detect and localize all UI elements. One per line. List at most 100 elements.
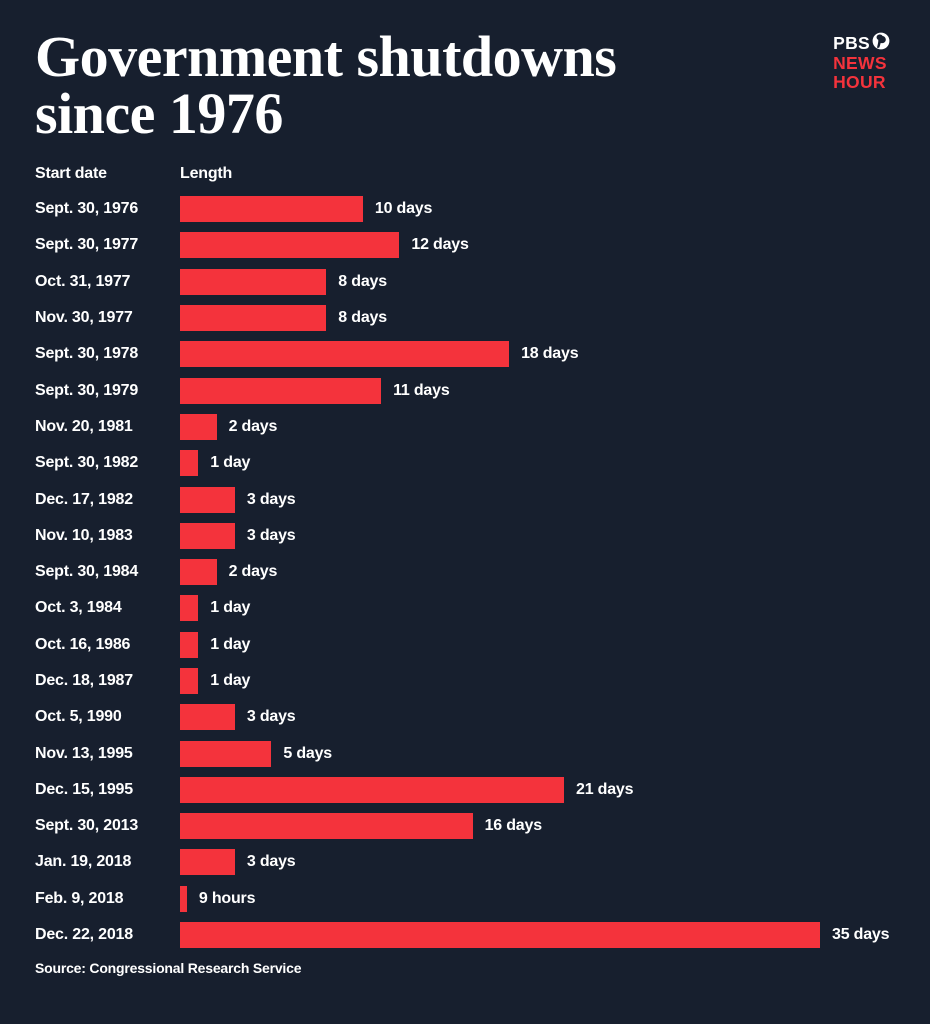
length-bar: [180, 704, 235, 731]
bar-wrap: 10 days: [180, 196, 895, 223]
start-date-label: Sept. 30, 2013: [35, 817, 139, 835]
logo-line-pbs: PBS: [833, 32, 890, 54]
length-value-label: 10 days: [374, 200, 433, 218]
length-column-header: Length: [180, 165, 233, 182]
bar-wrap: 1 day: [180, 450, 895, 477]
source-note: Source: Congressional Research Service: [35, 960, 302, 977]
shutdown-row: Nov. 13, 1995 5 days: [35, 735, 895, 771]
shutdown-row: Nov. 10, 1983 3 days: [35, 518, 895, 554]
header: Government shutdowns since 1976 PBS NEWS…: [35, 24, 895, 146]
start-date-column-header: Start date: [35, 165, 107, 182]
length-bar: [180, 776, 564, 803]
start-date-label: Nov. 10, 1983: [35, 526, 133, 544]
length-value-label: 3 days: [246, 490, 296, 508]
title-line-1: Government shutdowns: [35, 24, 617, 89]
bar-wrap: 2 days: [180, 413, 895, 440]
bar-wrap: 35 days: [180, 922, 895, 949]
length-value-label: 5 days: [283, 744, 333, 762]
bar-wrap: 21 days: [180, 776, 895, 803]
length-bar: [180, 559, 217, 586]
length-value-label: 8 days: [338, 309, 387, 327]
bar-wrap: 18 days: [180, 341, 895, 368]
start-date-label: Feb. 9, 2018: [35, 889, 124, 907]
bar-wrap: 3 days: [180, 486, 895, 513]
page-title: Government shutdowns since 1976: [35, 24, 617, 146]
length-bar: [180, 668, 199, 694]
length-value-label: 12 days: [411, 236, 469, 254]
shutdown-row: Sept. 30, 1976 10 days: [35, 191, 895, 227]
length-value-label: 1 day: [210, 454, 251, 472]
start-date-label: Nov. 13, 1995: [35, 744, 133, 762]
start-date-label: Sept. 30, 1977: [35, 236, 139, 254]
bar-wrap: 1 day: [180, 595, 895, 622]
length-value-label: 2 days: [228, 563, 278, 581]
length-value-label: 16 days: [484, 817, 543, 835]
start-date-label: Sept. 30, 1978: [35, 345, 139, 363]
shutdown-row: Nov. 30, 1977 8 days: [35, 300, 895, 336]
start-date-label: Dec. 15, 1995: [35, 780, 133, 798]
column-headers: Start date Length: [35, 165, 895, 183]
length-value-label: 2 days: [228, 417, 278, 435]
pbs-newshour-logo: PBS NEWS HOUR: [833, 32, 890, 92]
length-bar: [180, 377, 382, 404]
start-date-label: Dec. 22, 2018: [35, 926, 133, 944]
title-line-2: since 1976: [35, 81, 283, 146]
length-bar: [180, 885, 187, 912]
shutdown-row: Dec. 17, 1982 3 days: [35, 481, 895, 517]
length-bar: [180, 232, 400, 259]
shutdown-row: Sept. 30, 1984 2 days: [35, 554, 895, 590]
start-date-label: Sept. 30, 1976: [35, 200, 139, 218]
logo-news-text: NEWS: [833, 53, 887, 73]
start-date-label: Oct. 16, 1986: [35, 635, 131, 653]
length-bar: [180, 196, 363, 223]
bar-wrap: 8 days: [180, 268, 895, 295]
logo-hour-text: HOUR: [833, 72, 886, 92]
start-date-label: Dec. 18, 1987: [35, 672, 133, 689]
start-date-label: Sept. 30, 1979: [35, 381, 139, 399]
length-bar: [180, 922, 820, 949]
start-date-label: Nov. 30, 1977: [35, 309, 133, 327]
length-bar: [180, 849, 235, 876]
length-bar: [180, 813, 473, 840]
shutdown-row: Dec. 22, 2018 35 days: [35, 917, 895, 953]
length-bar: [180, 268, 327, 295]
shutdown-row: Oct. 5, 1990 3 days: [35, 699, 895, 735]
bar-wrap: 1 day: [180, 631, 895, 658]
bar-wrap: 12 days: [180, 232, 895, 259]
shutdown-row: Sept. 30, 1978 18 days: [35, 336, 895, 372]
logo-pbs-text: PBS: [833, 32, 870, 53]
length-value-label: 3 days: [246, 708, 296, 726]
start-date-label: Dec. 17, 1982: [35, 490, 133, 508]
length-bar: [180, 631, 199, 658]
bar-wrap: 9 hours: [180, 885, 895, 912]
length-value-label: 11 days: [393, 381, 450, 399]
length-bar: [180, 305, 327, 332]
shutdown-row: Feb. 9, 2018 9 hours: [35, 881, 895, 917]
length-bar: [180, 341, 510, 368]
bar-wrap: 3 days: [180, 849, 895, 876]
shutdown-row: Sept. 30, 1979 11 days: [35, 372, 895, 408]
bar-wrap: 5 days: [180, 740, 895, 767]
length-value-label: 1 day: [210, 635, 251, 653]
length-bar: [180, 522, 235, 549]
length-bar: [180, 413, 217, 440]
length-value-label: 3 days: [246, 853, 296, 871]
start-date-label: Sept. 30, 1984: [35, 563, 139, 581]
shutdown-row: Dec. 18, 1987 1 day: [35, 663, 895, 699]
start-date-label: Oct. 31, 1977: [35, 272, 131, 290]
start-date-label: Oct. 3, 1984: [35, 599, 122, 617]
bar-wrap: 8 days: [180, 305, 895, 332]
pbs-head-icon: [872, 32, 890, 54]
length-bar: [180, 595, 199, 622]
shutdown-row: Sept. 30, 1977 12 days: [35, 227, 895, 263]
shutdown-row: Sept. 30, 2013 16 days: [35, 808, 895, 844]
shutdown-row: Jan. 19, 2018 3 days: [35, 844, 895, 880]
length-value-label: 9 hours: [198, 889, 256, 907]
length-value-label: 1 day: [210, 599, 251, 617]
start-date-label: Jan. 19, 2018: [35, 853, 132, 871]
start-date-label: Sept. 30, 1982: [35, 454, 139, 472]
shutdown-row: Nov. 20, 1981 2 days: [35, 409, 895, 445]
length-value-label: 1 day: [210, 672, 251, 689]
bar-wrap: 3 days: [180, 704, 895, 731]
